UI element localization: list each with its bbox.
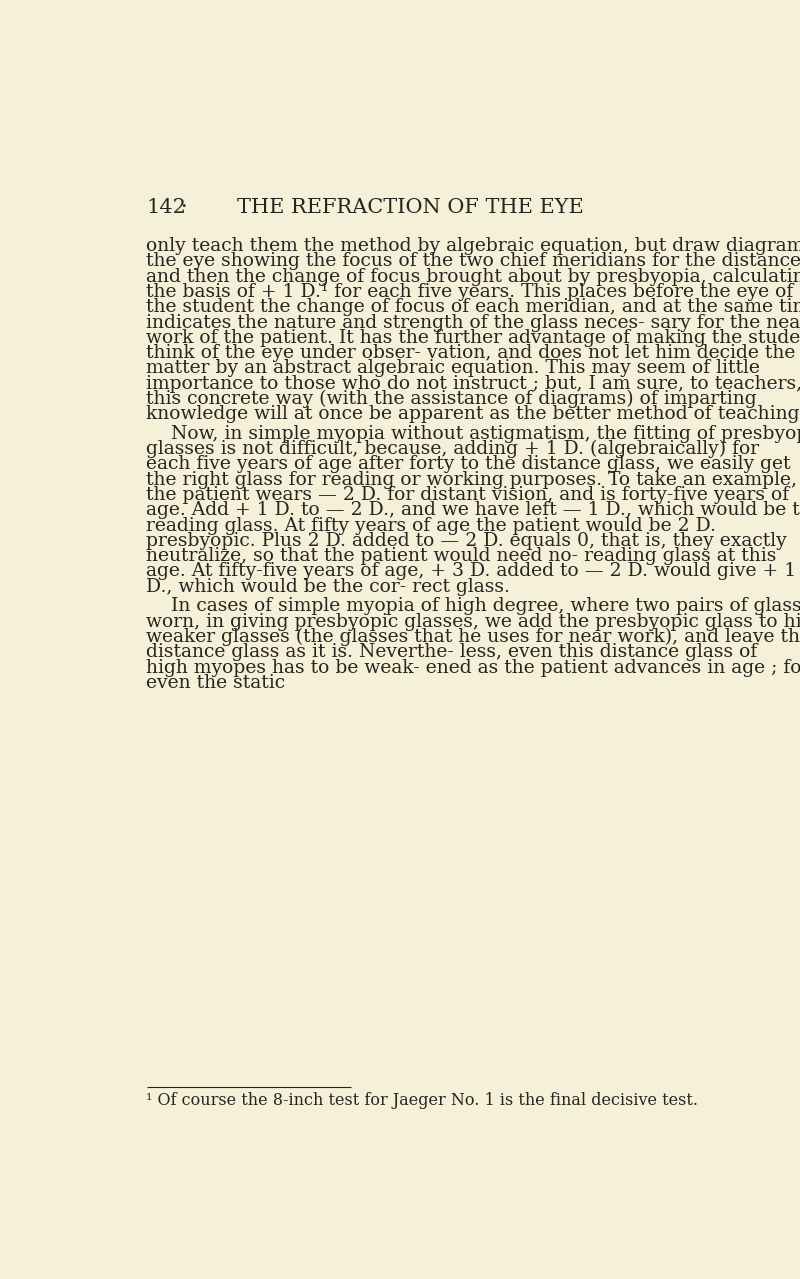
Text: the patient wears — 2 D. for distant vision, and is forty-five years of: the patient wears — 2 D. for distant vis… bbox=[146, 486, 790, 504]
Text: ¹ Of course the 8-inch test for Jaeger No. 1 is the final decisive test.: ¹ Of course the 8-inch test for Jaeger N… bbox=[146, 1092, 698, 1109]
Text: neutralize, so that the patient would need no- reading glass at this: neutralize, so that the patient would ne… bbox=[146, 547, 777, 565]
Text: matter by an abstract algebraic equation. This may seem of little: matter by an abstract algebraic equation… bbox=[146, 359, 760, 377]
Text: the right glass for reading or working purposes. To take an example, say: the right glass for reading or working p… bbox=[146, 471, 800, 489]
Text: the basis of + 1 D.¹ for each five years. This places before the eye of: the basis of + 1 D.¹ for each five years… bbox=[146, 283, 794, 301]
Text: and then the change of focus brought about by presbyopia, calculating on: and then the change of focus brought abo… bbox=[146, 267, 800, 285]
Text: work of the patient. It has the further advantage of making the student: work of the patient. It has the further … bbox=[146, 329, 800, 347]
Text: even the static: even the static bbox=[146, 674, 286, 692]
Text: glasses is not difficult, because, adding + 1 D. (algebraically) for: glasses is not difficult, because, addin… bbox=[146, 440, 760, 458]
Text: think of the eye under obser- vation, and does not let him decide the: think of the eye under obser- vation, an… bbox=[146, 344, 796, 362]
Text: Now, in simple myopia without astigmatism, the fitting of presbyopic: Now, in simple myopia without astigmatis… bbox=[171, 425, 800, 443]
Text: ·: · bbox=[181, 198, 187, 217]
Text: age. Add + 1 D. to — 2 D., and we have left — 1 D., which would be the: age. Add + 1 D. to — 2 D., and we have l… bbox=[146, 501, 800, 519]
Text: age. At fifty-five years of age, + 3 D. added to — 2 D. would give + 1: age. At fifty-five years of age, + 3 D. … bbox=[146, 563, 797, 581]
Text: D., which would be the cor- rect glass.: D., which would be the cor- rect glass. bbox=[146, 578, 510, 596]
Text: indicates the nature and strength of the glass neces- sary for the near: indicates the nature and strength of the… bbox=[146, 313, 800, 331]
Text: only teach them the method by algebraic equation, but draw diagrams of: only teach them the method by algebraic … bbox=[146, 237, 800, 256]
Text: importance to those who do not instruct ; but, I am sure, to teachers,: importance to those who do not instruct … bbox=[146, 375, 800, 393]
Text: distance glass as it is. Neverthe- less, even this distance glass of: distance glass as it is. Neverthe- less,… bbox=[146, 643, 758, 661]
Text: this concrete way (with the assistance of diagrams) of imparting: this concrete way (with the assistance o… bbox=[146, 390, 757, 408]
Text: In cases of simple myopia of high degree, where two pairs of glasses are: In cases of simple myopia of high degree… bbox=[171, 597, 800, 615]
Text: presbyopic. Plus 2 D. added to — 2 D. equals 0, that is, they exactly: presbyopic. Plus 2 D. added to — 2 D. eq… bbox=[146, 532, 787, 550]
Text: weaker glasses (the glasses that he uses for near work), and leave the: weaker glasses (the glasses that he uses… bbox=[146, 628, 800, 646]
Text: each five years of age after forty to the distance glass, we easily get: each five years of age after forty to th… bbox=[146, 455, 791, 473]
Text: the student the change of focus of each meridian, and at the same time: the student the change of focus of each … bbox=[146, 298, 800, 316]
Text: the eye showing the focus of the two chief meridians for the distance,: the eye showing the focus of the two chi… bbox=[146, 252, 800, 270]
Text: 142: 142 bbox=[146, 198, 186, 217]
Text: knowledge will at once be apparent as the better method of teaching.: knowledge will at once be apparent as th… bbox=[146, 405, 800, 423]
Text: high myopes has to be weak- ened as the patient advances in age ; for: high myopes has to be weak- ened as the … bbox=[146, 659, 800, 677]
Text: worn, in giving presbyopic glasses, we add the presbyopic glass to his: worn, in giving presbyopic glasses, we a… bbox=[146, 613, 800, 631]
Text: reading glass. At fifty years of age the patient would be 2 D.: reading glass. At fifty years of age the… bbox=[146, 517, 717, 535]
Text: THE REFRACTION OF THE EYE: THE REFRACTION OF THE EYE bbox=[237, 198, 583, 217]
